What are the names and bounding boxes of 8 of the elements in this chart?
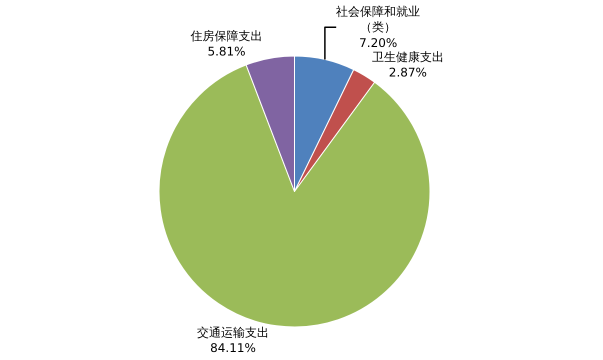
data-label: 5.81% (207, 44, 246, 59)
slice-label: 住房保障支出 (190, 29, 262, 44)
data-label: 2.87% (388, 65, 427, 80)
data-label: 7.20% (359, 36, 398, 50)
slice-label: 交通运输支出 (197, 326, 270, 340)
slice-label: 卫生健康支出 (372, 50, 444, 64)
slice-label: 社会保障和就业（类） (336, 4, 420, 34)
data-label: 84.11% (210, 341, 256, 356)
